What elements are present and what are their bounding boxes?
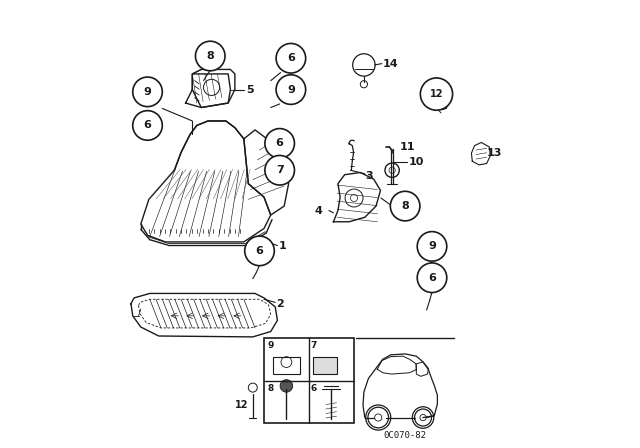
Text: 9: 9 — [268, 341, 274, 350]
Text: 3: 3 — [365, 171, 373, 181]
Bar — [273, 357, 300, 374]
Text: 6: 6 — [287, 53, 295, 63]
Circle shape — [280, 379, 292, 392]
Circle shape — [420, 78, 452, 110]
Text: 8: 8 — [206, 51, 214, 61]
Circle shape — [365, 405, 391, 430]
Text: 13: 13 — [486, 148, 502, 158]
Text: 12: 12 — [429, 89, 444, 99]
Text: 9: 9 — [143, 87, 152, 97]
Text: 0C070-82: 0C070-82 — [383, 431, 427, 440]
Text: 14: 14 — [383, 59, 398, 69]
Bar — [264, 338, 353, 423]
Circle shape — [417, 232, 447, 261]
Text: 8: 8 — [401, 201, 409, 211]
Text: 7: 7 — [276, 165, 284, 175]
Text: 4: 4 — [314, 206, 323, 215]
Text: 9: 9 — [287, 85, 295, 95]
Circle shape — [132, 111, 163, 140]
Text: 11: 11 — [400, 142, 415, 152]
Bar — [314, 357, 337, 374]
Circle shape — [132, 77, 163, 107]
Text: 5: 5 — [246, 85, 253, 95]
Text: 6: 6 — [255, 246, 264, 256]
Text: 10: 10 — [409, 157, 424, 167]
Circle shape — [195, 41, 225, 71]
Circle shape — [265, 155, 294, 185]
Circle shape — [265, 129, 294, 158]
Circle shape — [276, 43, 306, 73]
Text: 7: 7 — [310, 341, 317, 350]
Circle shape — [276, 75, 306, 104]
Text: 6: 6 — [428, 273, 436, 283]
Text: 12: 12 — [235, 400, 248, 409]
Text: 1: 1 — [279, 241, 287, 250]
Text: 8: 8 — [268, 384, 274, 393]
Text: 6: 6 — [143, 121, 152, 130]
Text: 6: 6 — [276, 138, 284, 148]
Text: 9: 9 — [428, 241, 436, 251]
Circle shape — [412, 407, 434, 428]
Circle shape — [417, 263, 447, 293]
Circle shape — [390, 191, 420, 221]
Text: 2: 2 — [276, 299, 284, 309]
Circle shape — [244, 236, 275, 266]
Text: 6: 6 — [310, 384, 317, 393]
